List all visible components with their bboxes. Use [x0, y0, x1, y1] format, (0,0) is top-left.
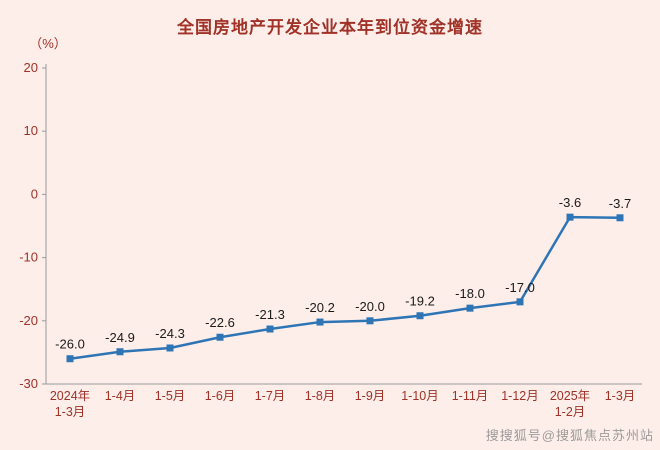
y-tick-label: 10 — [24, 123, 38, 138]
data-point-marker — [266, 325, 274, 333]
data-label: -22.6 — [205, 315, 235, 330]
x-tick-label: 1-3月 — [55, 405, 86, 419]
data-point-marker — [216, 333, 224, 341]
data-label: -20.0 — [355, 299, 385, 314]
x-tick-label: 1-6月 — [205, 389, 236, 403]
data-label: -3.6 — [559, 195, 581, 210]
data-point-marker — [466, 304, 474, 312]
data-label: -20.2 — [305, 300, 335, 315]
data-label: -26.0 — [55, 337, 85, 352]
x-tick-label: 1-8月 — [305, 389, 336, 403]
y-tick-label: -10 — [19, 250, 38, 265]
data-label: -3.7 — [609, 196, 631, 211]
x-tick-label: 1-11月 — [452, 389, 489, 403]
y-tick-label: 20 — [24, 60, 38, 75]
data-label: -24.3 — [155, 326, 185, 341]
y-tick-label: -30 — [19, 376, 38, 391]
x-tick-label: 1-9月 — [355, 389, 386, 403]
data-label: -24.9 — [105, 330, 135, 345]
y-tick-label: 0 — [31, 186, 38, 201]
x-tick-label: 1-5月 — [155, 389, 186, 403]
data-point-marker — [516, 298, 524, 306]
data-label: -18.0 — [455, 286, 485, 301]
watermark-text: 搜搜狐号@搜狐焦点苏州站 — [485, 428, 654, 443]
y-tick-label: -20 — [19, 313, 38, 328]
data-point-marker — [366, 317, 374, 325]
data-label: -19.2 — [405, 294, 435, 309]
data-point-marker — [616, 214, 624, 222]
data-point-marker — [66, 355, 74, 363]
data-label: -21.3 — [255, 307, 285, 322]
x-tick-label: 2025年 — [550, 389, 590, 403]
data-point-marker — [166, 344, 174, 352]
trend-line — [69, 215, 621, 360]
x-tick-label: 1-2月 — [555, 405, 586, 419]
x-tick-label: 1-3月 — [605, 389, 636, 403]
data-label: -17.0 — [505, 280, 535, 295]
y-axis-unit-label: （%） — [29, 36, 67, 51]
x-tick-label: 1-7月 — [255, 389, 286, 403]
data-point-marker — [566, 213, 574, 221]
chart-title: 全国房地产开发企业本年到位资金增速 — [177, 18, 483, 37]
x-tick-label: 1-10月 — [401, 389, 439, 403]
data-point-marker — [416, 312, 424, 320]
x-tick-label: 2024年 — [50, 389, 90, 403]
x-tick-label: 1-4月 — [105, 389, 136, 403]
data-point-marker — [316, 318, 324, 326]
data-point-marker — [116, 348, 124, 356]
x-tick-label: 1-12月 — [501, 389, 539, 403]
